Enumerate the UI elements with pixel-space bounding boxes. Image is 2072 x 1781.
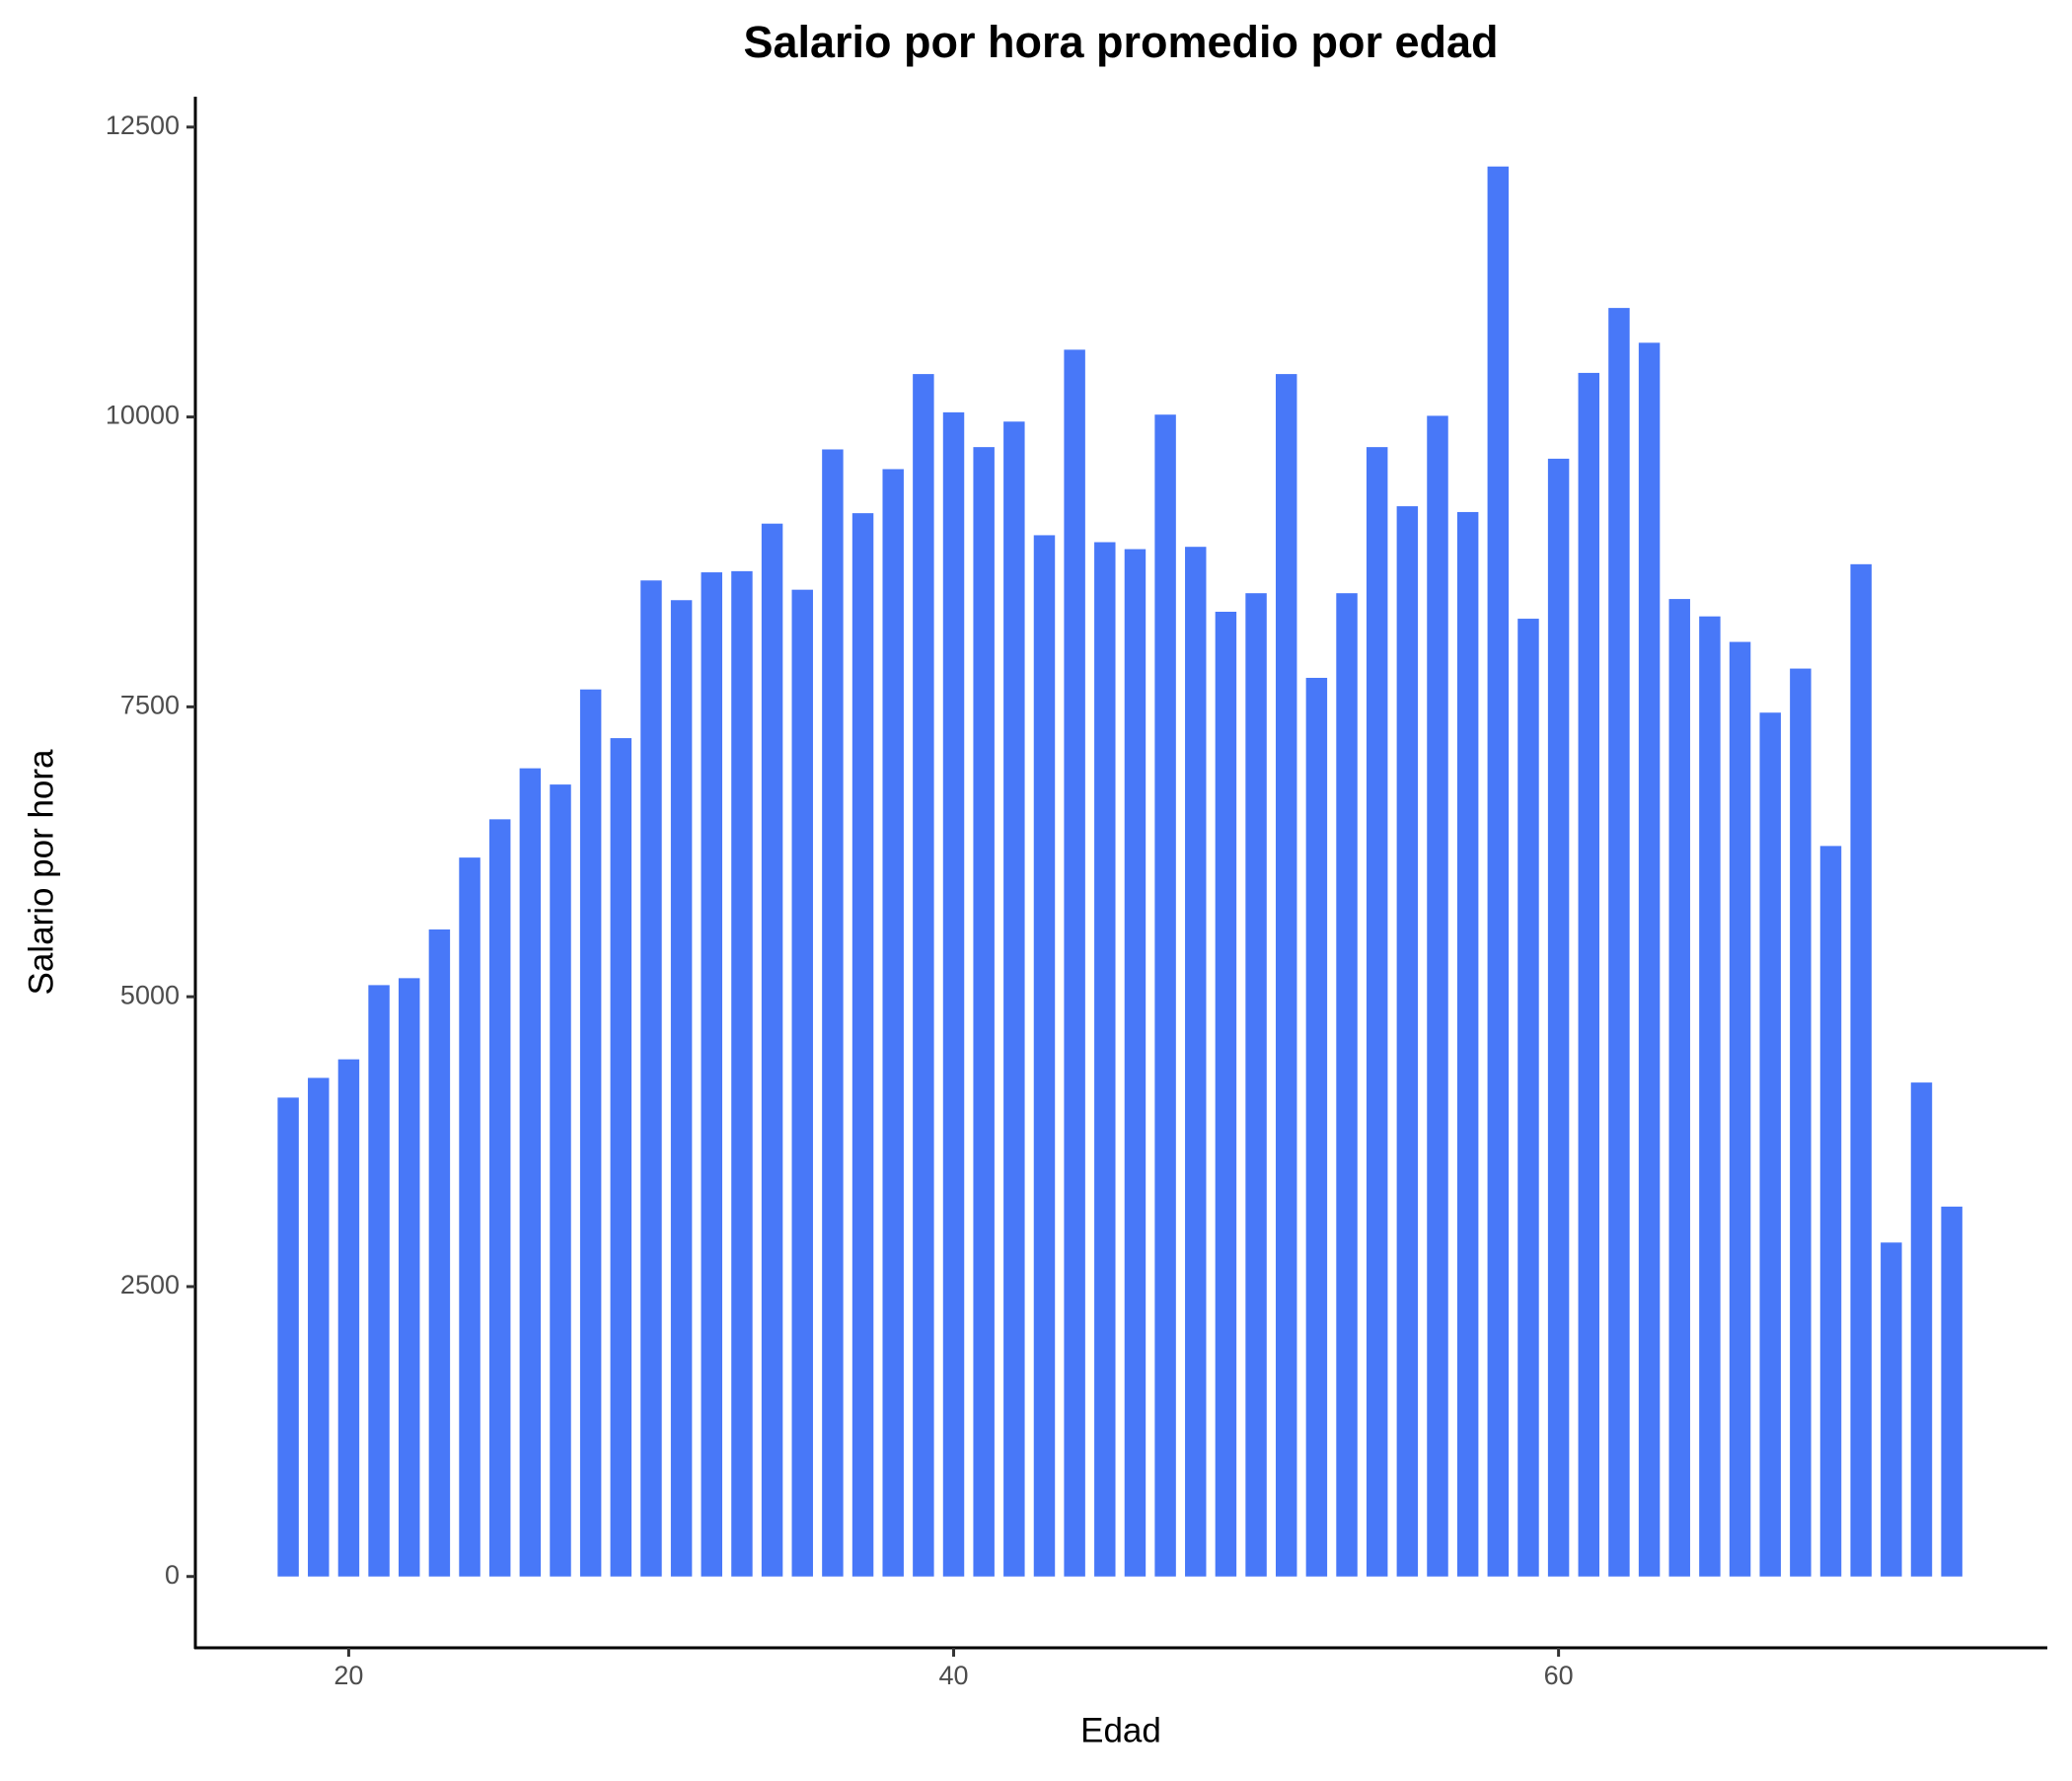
x-tick-label: 20 <box>333 1661 363 1690</box>
x-axis-title: Edad <box>1080 1711 1161 1749</box>
bar <box>851 513 874 1577</box>
bar <box>670 600 693 1577</box>
bar <box>1003 421 1025 1577</box>
bar <box>399 978 420 1577</box>
bar <box>973 447 995 1577</box>
bar <box>1124 549 1147 1577</box>
bar <box>368 985 390 1577</box>
bar <box>277 1097 299 1577</box>
bar <box>428 928 451 1577</box>
bar <box>1941 1206 1962 1577</box>
bar <box>1064 349 1085 1577</box>
bar <box>1881 1242 1902 1577</box>
bar <box>1638 342 1661 1577</box>
bar <box>1245 593 1267 1577</box>
x-tick-label: 40 <box>938 1661 968 1690</box>
y-tick-label: 0 <box>165 1560 180 1590</box>
bar <box>610 738 632 1577</box>
bar <box>1456 511 1479 1577</box>
bar <box>1668 599 1690 1577</box>
bar <box>1396 506 1419 1577</box>
bar <box>488 819 511 1577</box>
bar <box>1699 616 1721 1577</box>
bar <box>308 1077 330 1577</box>
bar <box>1305 677 1328 1577</box>
bar <box>1547 458 1570 1577</box>
bar <box>882 469 904 1577</box>
x-tick-label: 60 <box>1544 1661 1574 1690</box>
bar <box>550 784 571 1577</box>
bar <box>791 589 813 1577</box>
bar <box>1366 447 1388 1577</box>
bar <box>579 689 602 1577</box>
bar <box>761 523 783 1577</box>
bar <box>1487 166 1510 1577</box>
bar <box>1517 619 1539 1577</box>
bar <box>731 570 753 1577</box>
bar <box>1819 846 1842 1577</box>
bar <box>1910 1082 1933 1577</box>
bar <box>519 768 542 1577</box>
chart-title: Salario por hora promedio por edad <box>743 17 1498 67</box>
y-tick-label: 7500 <box>120 690 180 719</box>
y-tick-label: 10000 <box>106 401 180 430</box>
bar <box>913 374 934 1577</box>
bar <box>1033 535 1056 1577</box>
bar <box>701 572 723 1577</box>
y-tick-label: 2500 <box>120 1270 180 1299</box>
bar <box>1275 374 1297 1577</box>
bar <box>459 857 481 1577</box>
bar <box>1729 641 1751 1577</box>
bar <box>1790 668 1812 1577</box>
bar <box>1608 308 1630 1577</box>
bar <box>1578 372 1600 1577</box>
bar <box>640 580 662 1577</box>
bar <box>822 449 844 1577</box>
bar <box>942 411 965 1577</box>
bar <box>1154 414 1176 1577</box>
y-tick-label: 12500 <box>106 111 180 140</box>
bar <box>337 1059 360 1577</box>
bar <box>1427 415 1448 1577</box>
bar <box>1336 593 1358 1577</box>
bar <box>1850 563 1872 1577</box>
y-tick-label: 5000 <box>120 980 180 1009</box>
bar <box>1094 542 1116 1577</box>
y-axis-title: Salario por hora <box>22 749 60 996</box>
bar <box>1185 547 1207 1577</box>
bar <box>1215 612 1237 1577</box>
bar <box>1759 712 1781 1577</box>
